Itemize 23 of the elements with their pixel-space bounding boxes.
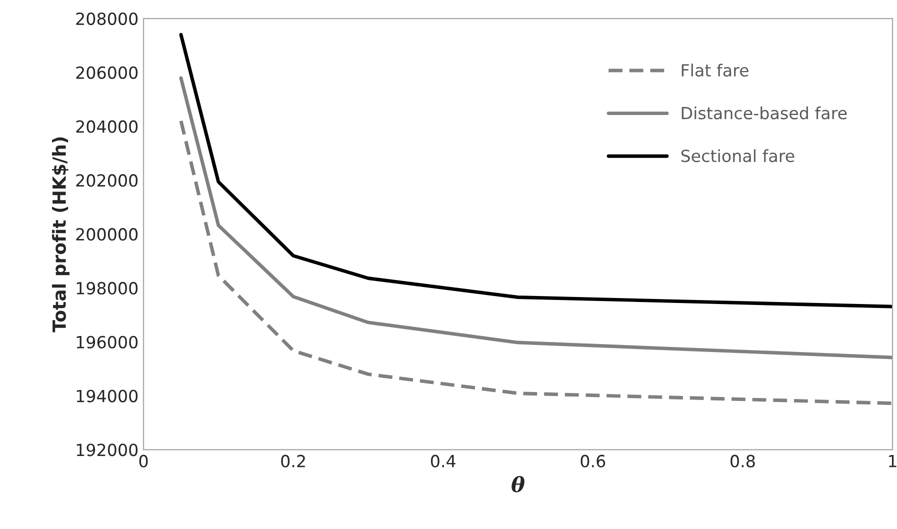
x-tick-label: 0.4	[430, 454, 456, 468]
y-tick-label: 206000	[76, 66, 138, 79]
y-tick-label: 198000	[76, 282, 138, 295]
x-tick-label: 0	[139, 454, 148, 468]
x-tick-label: 0.2	[281, 454, 305, 468]
legend-label: Distance-based fare	[682, 106, 847, 120]
line-series	[179, 32, 893, 308]
x-tick-label: 0.8	[730, 454, 755, 468]
line-series	[179, 119, 893, 406]
y-tick-label: 194000	[76, 390, 138, 402]
x-axis-title: θ	[512, 476, 524, 492]
y-tick-label: 200000	[76, 228, 138, 241]
x-tick-label: 1	[889, 455, 896, 468]
y-tick-label: 202000	[76, 174, 138, 187]
line-series	[179, 76, 893, 360]
y-tick-label: 192000	[76, 444, 138, 456]
legend-label: Flat fare	[682, 64, 748, 77]
y-axis-title: Total profit (HK$/h)	[52, 137, 70, 332]
x-tick-label: 0.6	[580, 454, 606, 468]
legend-label: Sectional fare	[681, 149, 794, 162]
y-tick-label: 208000	[76, 12, 138, 26]
y-tick-label: 204000	[76, 120, 138, 133]
y-tick-label: 196000	[76, 336, 138, 348]
